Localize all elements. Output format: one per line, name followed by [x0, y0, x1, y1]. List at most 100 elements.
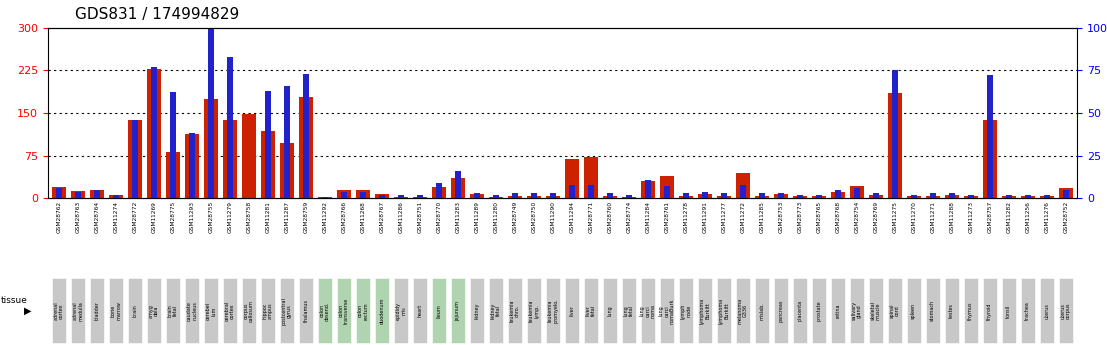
Text: GSM28752: GSM28752 [1063, 201, 1068, 233]
Text: tonsil: tonsil [1006, 304, 1011, 317]
Bar [583, 157, 598, 198]
Text: liver
fetal: liver fetal [586, 305, 596, 316]
Bar [697, 194, 712, 198]
Text: leukemia
lymp.: leukemia lymp. [529, 299, 539, 322]
Text: GSM28761: GSM28761 [664, 201, 670, 233]
Bar [127, 120, 142, 198]
Bar [660, 176, 674, 198]
Bar [227, 57, 234, 198]
Text: cerebel
lum: cerebel lum [206, 302, 216, 320]
Bar [132, 120, 138, 198]
Bar [925, 196, 940, 198]
Bar [416, 195, 423, 198]
Text: epididy
mis: epididy mis [395, 302, 406, 320]
Text: GSM28763: GSM28763 [75, 201, 81, 233]
Text: lung
carci
noma: lung carci noma [640, 304, 655, 318]
Text: GSM28753: GSM28753 [778, 201, 784, 233]
Text: heart: heart [417, 304, 423, 317]
Bar [511, 193, 518, 198]
Bar [1005, 195, 1012, 198]
Text: pancreas: pancreas [778, 300, 784, 322]
Text: GSM11293: GSM11293 [189, 201, 195, 233]
Bar [716, 196, 731, 198]
Text: GSM28754: GSM28754 [855, 201, 859, 233]
Bar [793, 196, 807, 198]
Bar [508, 196, 523, 198]
Text: GSM28757: GSM28757 [987, 201, 992, 233]
Bar [872, 193, 879, 198]
Text: GSM11279: GSM11279 [227, 201, 232, 233]
Text: colon
transverse: colon transverse [339, 298, 349, 324]
Text: GSM28768: GSM28768 [836, 201, 840, 233]
Bar [850, 186, 863, 198]
Bar [1063, 190, 1069, 198]
Bar [394, 197, 408, 198]
Text: GSM11275: GSM11275 [892, 201, 898, 233]
Bar [835, 190, 841, 198]
Bar [451, 178, 465, 198]
Bar [625, 195, 632, 198]
Text: spleen: spleen [911, 303, 917, 319]
Text: testes: testes [949, 303, 954, 318]
Text: GSM11272: GSM11272 [741, 201, 745, 233]
Bar [52, 187, 66, 198]
Bar [986, 76, 993, 198]
Text: GSM28758: GSM28758 [247, 201, 251, 233]
Text: uterus
corpus: uterus corpus [1061, 303, 1070, 319]
Text: GSM28770: GSM28770 [436, 201, 442, 233]
Text: placenta: placenta [797, 300, 803, 322]
Bar [208, 0, 214, 198]
Text: adrenal
medulla: adrenal medulla [73, 301, 83, 321]
Text: thyroid: thyroid [987, 302, 992, 319]
Text: GSM28773: GSM28773 [797, 201, 803, 233]
Text: stomach: stomach [930, 300, 935, 322]
Bar [797, 195, 803, 198]
Text: GSM11289: GSM11289 [475, 201, 479, 233]
Bar [469, 194, 484, 198]
Text: uterus: uterus [1044, 303, 1049, 319]
Bar [1024, 195, 1031, 198]
Text: melanoma
G336: melanoma G336 [737, 298, 748, 324]
Text: salivary
gland: salivary gland [851, 301, 862, 321]
Text: GDS831 / 174994829: GDS831 / 174994829 [75, 8, 239, 22]
Text: GSM11268: GSM11268 [361, 201, 365, 233]
Text: colon
rectum: colon rectum [358, 302, 369, 320]
Text: GSM11273: GSM11273 [969, 201, 973, 233]
Text: lung
fetal: lung fetal [623, 305, 634, 316]
Text: GSM28762: GSM28762 [56, 201, 62, 233]
Bar [891, 70, 898, 198]
Text: GSM11292: GSM11292 [322, 201, 328, 233]
Text: lymphoma
Burkitt: lymphoma Burkitt [718, 298, 730, 324]
Text: duodenum: duodenum [380, 298, 384, 324]
Bar [607, 193, 613, 198]
Text: GSM11282: GSM11282 [1006, 201, 1011, 233]
Bar [702, 191, 708, 198]
Bar [774, 194, 788, 198]
Text: GSM11256: GSM11256 [1025, 201, 1031, 233]
Bar [151, 67, 157, 198]
Bar [530, 193, 537, 198]
Text: GSM28760: GSM28760 [608, 201, 612, 233]
Text: GSM28767: GSM28767 [380, 201, 384, 233]
Bar [983, 120, 997, 198]
Bar [758, 193, 765, 198]
Bar [739, 185, 746, 198]
Bar [911, 195, 917, 198]
Bar [527, 196, 541, 198]
Text: GSM11290: GSM11290 [550, 201, 556, 233]
Text: GSM11283: GSM11283 [455, 201, 461, 233]
Bar [413, 197, 427, 198]
Bar [166, 152, 180, 198]
Text: ▶: ▶ [24, 306, 32, 316]
Bar [147, 69, 162, 198]
Bar [888, 93, 902, 198]
Text: GSM11274: GSM11274 [114, 201, 118, 233]
Bar [189, 134, 195, 198]
Bar [355, 190, 370, 198]
Bar [830, 191, 845, 198]
Text: hippoc
ampus: hippoc ampus [262, 303, 273, 319]
Text: thalamus: thalamus [303, 299, 309, 322]
Text: bladder: bladder [94, 302, 100, 320]
Bar [185, 134, 199, 198]
Bar [546, 196, 560, 198]
